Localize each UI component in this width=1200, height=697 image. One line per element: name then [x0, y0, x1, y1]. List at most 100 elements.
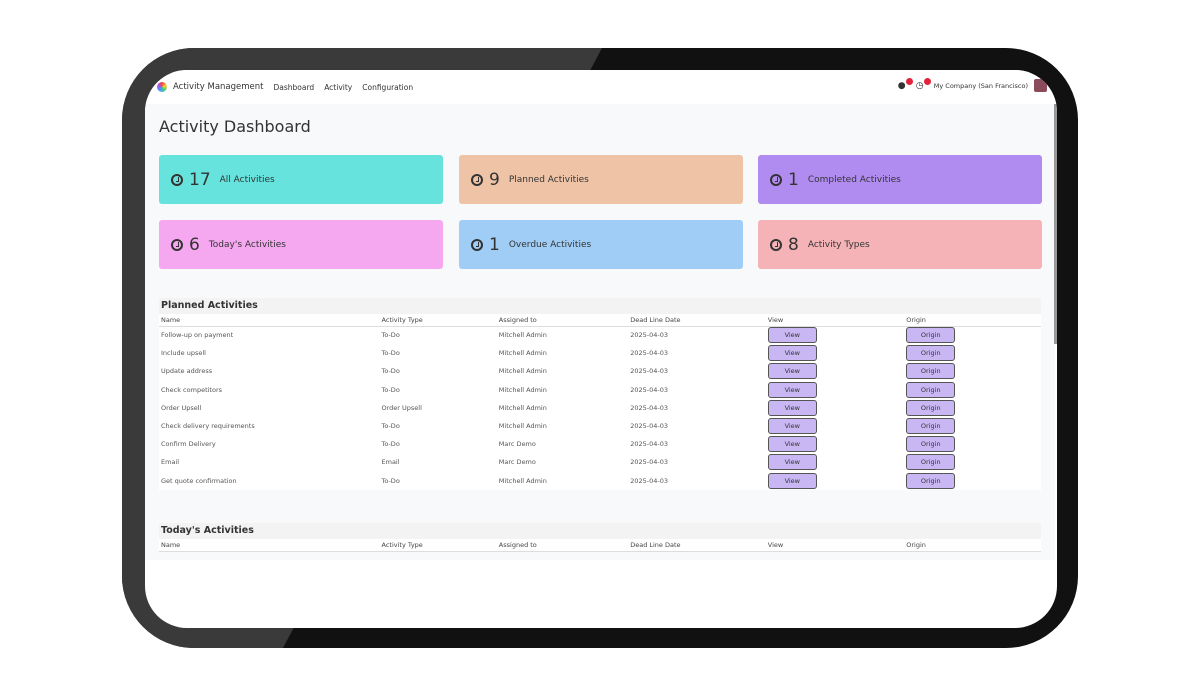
cell: Email [381, 458, 400, 467]
view-button[interactable]: View [767, 327, 817, 344]
table-row: Confirm Delivery To-Do Marc Demo 2025-04-03… [159, 435, 1041, 453]
nav-configuration[interactable]: Configuration [362, 82, 414, 92]
cell: Get quote confirmation [161, 476, 237, 485]
cell: To-Do [381, 440, 400, 449]
origin-button[interactable]: Origin [906, 327, 956, 344]
table-row: Update address To-Do Mitchell Admin 2025-04… [159, 362, 1041, 380]
stat-card[interactable]: 9 Planned Activities [459, 155, 743, 204]
cell: Mitchell Admin [498, 422, 547, 431]
clock-icon [770, 238, 782, 251]
cell: 2025-04-03 [630, 476, 668, 485]
stat-label: Completed Activities [807, 174, 901, 185]
column-header: View [765, 314, 905, 327]
stat-count: 8 [788, 234, 799, 255]
cell: 2025-04-03 [630, 331, 668, 340]
origin-button[interactable]: Origin [906, 454, 956, 471]
table-row: Order Upsell Order Upsell Mitchell Admin 20… [159, 399, 1041, 417]
stat-label: Planned Activities [508, 174, 589, 185]
nav-dashboard[interactable]: Dashboard [273, 82, 315, 92]
cell: To-Do [381, 349, 400, 358]
cell: To-Do [381, 367, 400, 376]
stat-card[interactable]: 6 Today's Activities [159, 220, 443, 269]
cell: 2025-04-03 [630, 458, 668, 467]
avatar[interactable] [1034, 79, 1047, 92]
cell: Mitchell Admin [498, 331, 547, 340]
table-row: Check delivery requirements To-Do Mitchell… [159, 417, 1041, 435]
cell: Mitchell Admin [498, 367, 547, 376]
origin-button[interactable]: Origin [906, 345, 956, 362]
stat-card[interactable]: 8 Activity Types [758, 220, 1042, 269]
view-button[interactable]: View [767, 345, 817, 362]
top-navbar: Activity Management Dashboard Activity C… [145, 70, 1057, 104]
view-button[interactable]: View [767, 381, 817, 398]
cell: Mitchell Admin [498, 476, 547, 485]
view-button[interactable]: View [767, 418, 817, 435]
clock-activity-icon[interactable]: ◷ [916, 77, 931, 91]
stat-card[interactable]: 1 Completed Activities [758, 155, 1042, 204]
cell: Include upsell [161, 349, 206, 358]
cell: Order Upsell [161, 403, 202, 412]
view-button[interactable]: View [767, 454, 817, 471]
panel-title: Planned Activities [159, 298, 1041, 314]
cell: Follow-up on payment [161, 331, 234, 340]
view-button[interactable]: View [767, 472, 817, 489]
notification-badge [905, 77, 913, 85]
clock-icon [471, 238, 483, 251]
stat-label: All Activities [219, 174, 275, 185]
origin-button[interactable]: Origin [906, 399, 956, 416]
cell: Check competitors [161, 385, 223, 394]
cell: Mitchell Admin [498, 349, 547, 358]
cell: To-Do [381, 385, 400, 394]
main-content: Activity Dashboard 17 All Activities 9 Plan… [145, 104, 1055, 560]
cell: Marc Demo [498, 458, 536, 467]
origin-button[interactable]: Origin [906, 436, 956, 453]
table-row: Include upsell To-Do Mitchell Admin 2025-04… [159, 344, 1041, 362]
origin-button[interactable]: Origin [906, 363, 956, 380]
clock-icon [171, 173, 183, 186]
clock-icon [770, 173, 782, 186]
stat-count: 9 [489, 169, 500, 190]
cell: To-Do [381, 476, 400, 485]
page-title: Activity Dashboard [159, 117, 311, 136]
app-name[interactable]: Activity Management [173, 82, 264, 92]
cell: Confirm Delivery [161, 440, 216, 449]
column-header: Dead Line Date [628, 539, 766, 552]
origin-button[interactable]: Origin [906, 418, 956, 435]
view-button[interactable]: View [767, 436, 817, 453]
table-row: Follow-up on payment To-Do Mitchell Admin 2… [159, 326, 1041, 344]
stat-count: 17 [189, 169, 211, 190]
stat-count: 1 [489, 234, 500, 255]
scrollbar[interactable] [1054, 104, 1057, 344]
chat-icon[interactable]: ● [898, 77, 913, 91]
stat-card[interactable]: 17 All Activities [159, 155, 443, 204]
stat-card[interactable]: 1 Overdue Activities [459, 220, 743, 269]
cell: 2025-04-03 [630, 422, 668, 431]
panel-title: Today's Activities [159, 523, 1041, 539]
company-switcher[interactable]: My Company (San Francisco) [933, 81, 1028, 90]
cell: 2025-04-03 [630, 385, 668, 394]
cell: To-Do [381, 331, 400, 340]
column-header: View [765, 539, 905, 552]
view-button[interactable]: View [767, 399, 817, 416]
stat-label: Overdue Activities [508, 239, 592, 250]
cell: 2025-04-03 [630, 403, 668, 412]
column-header: Dead Line Date [628, 314, 766, 327]
todays-activities-panel: Today's Activities Name Activity Type Assi… [159, 523, 1041, 552]
cell: 2025-04-03 [630, 367, 668, 376]
column-header: Assigned to [496, 539, 629, 552]
cell: Check delivery requirements [161, 422, 255, 431]
view-button[interactable]: View [767, 363, 817, 380]
origin-button[interactable]: Origin [906, 472, 956, 489]
stat-label: Activity Types [807, 239, 870, 250]
column-header: Activity Type [379, 314, 497, 327]
screen: Activity Management Dashboard Activity C… [145, 70, 1057, 628]
notification-badge [923, 77, 931, 85]
stat-count: 1 [788, 169, 799, 190]
cell: Email [161, 458, 180, 467]
cell: Order Upsell [381, 403, 422, 412]
app-logo-icon [157, 82, 167, 92]
column-header: Origin [904, 314, 1041, 327]
column-header: Assigned to [496, 314, 629, 327]
nav-activity[interactable]: Activity [324, 82, 353, 92]
origin-button[interactable]: Origin [906, 381, 956, 398]
